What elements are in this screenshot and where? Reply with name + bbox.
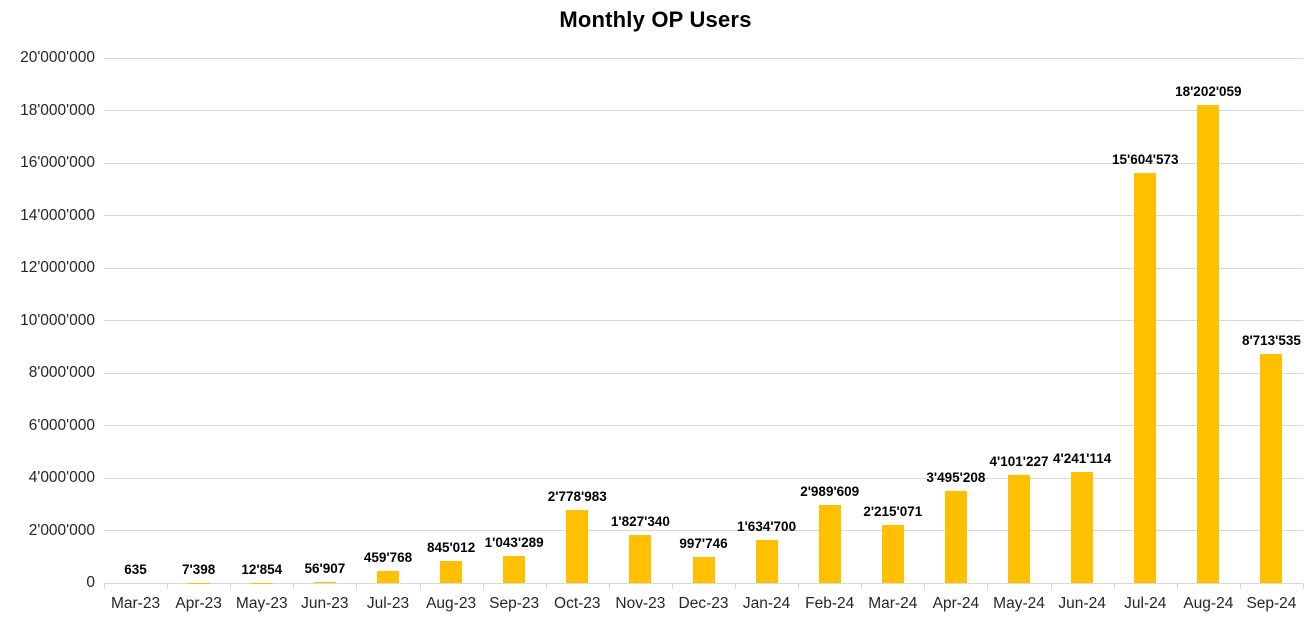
bar-value-label: 4'241'114	[1053, 450, 1112, 466]
bar	[944, 491, 967, 583]
x-axis-tick	[735, 584, 737, 589]
x-axis-tick-label: Feb-24	[805, 595, 855, 612]
bar	[503, 555, 526, 583]
y-axis-tick-label: 2'000'000	[28, 521, 95, 539]
x-axis-tick-label: Apr-23	[175, 595, 222, 612]
bar	[629, 535, 652, 583]
gridline	[104, 372, 1303, 374]
x-axis-tick-label: Jul-24	[1124, 595, 1167, 612]
gridline	[104, 477, 1303, 479]
chart-title: Monthly OP Users	[559, 7, 752, 32]
x-axis-tick	[482, 584, 484, 589]
x-axis-tick-label: Jan-24	[742, 595, 791, 612]
bar	[692, 556, 715, 583]
bar-value-label: 12'854	[241, 561, 283, 577]
x-axis-tick-label: Apr-24	[932, 595, 980, 612]
x-axis-tick-label: May-24	[993, 595, 1045, 612]
bar-value-label: 18'202'059	[1175, 84, 1242, 100]
y-axis-tick-label: 16'000'000	[20, 154, 95, 171]
x-axis-tick-label: Sep-24	[1246, 595, 1297, 612]
bar	[755, 540, 778, 583]
bar	[1260, 354, 1283, 583]
y-axis-tick-label: 14'000'000	[20, 206, 95, 224]
y-axis-tick-label: 0	[86, 574, 95, 591]
x-axis-tick	[419, 584, 421, 589]
bar	[566, 510, 589, 583]
y-axis-tick-label: 18'000'000	[20, 101, 95, 119]
y-axis-tick-label: 6'000'000	[28, 416, 95, 434]
x-axis-tick-label: Mar-24	[868, 595, 918, 612]
x-axis-tick	[167, 584, 169, 589]
bar	[818, 504, 841, 583]
bar-value-label: 635	[124, 561, 147, 577]
bar	[440, 560, 463, 583]
bar-value-label: 8'713'535	[1241, 333, 1301, 349]
bar-value-label: 7'398	[182, 561, 216, 577]
x-axis-tick	[1050, 584, 1052, 589]
gridline	[104, 110, 1303, 111]
x-axis-tick	[798, 584, 800, 589]
bar-value-label: 2'778'983	[547, 489, 607, 505]
bar-value-label: 2'989'609	[800, 483, 860, 499]
gridline	[104, 425, 1303, 426]
y-axis-tick-label: 12'000'000	[20, 259, 95, 276]
x-axis-tick	[671, 584, 673, 589]
y-axis-tick-label: 4'000'000	[28, 469, 95, 486]
x-axis-tick-label: Mar-23	[110, 595, 161, 612]
bar-value-label: 4'101'227	[989, 454, 1049, 470]
x-axis-tick-label: Nov-23	[615, 595, 666, 612]
x-axis-tick-label: May-23	[235, 595, 288, 612]
y-axis-tick-label: 20'000'000	[20, 49, 95, 66]
x-axis-tick	[545, 584, 547, 589]
gridline	[104, 267, 1303, 269]
bar-value-label: 1'634'700	[737, 519, 797, 535]
bar	[1134, 173, 1157, 583]
bar-value-label: 2'215'071	[863, 503, 923, 519]
bar	[1071, 471, 1094, 583]
x-axis-tick	[861, 584, 863, 589]
gridline	[104, 320, 1303, 321]
gridline	[104, 57, 1303, 59]
gridline	[104, 215, 1303, 216]
x-axis-tick	[1176, 584, 1178, 589]
bar-value-label: 459'768	[363, 549, 413, 565]
x-axis-tick-label: Jun-23	[301, 595, 349, 612]
x-axis-tick	[356, 584, 358, 589]
x-axis-tick	[230, 584, 232, 589]
bar-value-label: 56'907	[304, 560, 346, 576]
x-axis-line	[104, 583, 1303, 584]
x-axis-tick-label: Oct-23	[554, 595, 601, 612]
x-axis-tick-label: Dec-23	[678, 595, 729, 612]
bar	[1197, 105, 1220, 583]
bar-value-label: 1'043'289	[484, 534, 544, 550]
x-axis-tick	[1113, 584, 1115, 589]
bar-value-label: 845'012	[426, 539, 476, 555]
x-axis-tick-label: Jul-23	[366, 595, 410, 612]
bar-value-label: 997'746	[679, 535, 728, 551]
bar-value-label: 1'827'340	[610, 514, 670, 530]
bar-value-label: 3'495'208	[926, 470, 986, 486]
gridline	[104, 530, 1303, 531]
x-axis-tick-label: Jun-24	[1058, 595, 1106, 612]
x-axis-tick-label: Aug-23	[426, 595, 477, 612]
y-axis-tick-label: 8'000'000	[28, 364, 95, 381]
x-axis-tick	[293, 584, 295, 589]
x-axis-tick	[1303, 584, 1304, 589]
x-axis-tick	[608, 584, 610, 589]
x-axis-tick	[1239, 584, 1241, 589]
bar	[881, 524, 904, 583]
bar	[376, 570, 399, 583]
gridline	[104, 162, 1303, 164]
bar-value-label: 15'604'573	[1111, 152, 1179, 168]
x-axis-tick	[987, 584, 989, 589]
bar	[313, 581, 336, 583]
bar	[1008, 475, 1031, 583]
x-axis-tick-label: Aug-24	[1183, 595, 1234, 612]
x-axis-tick	[924, 584, 926, 589]
y-axis-tick-label: 10'000'000	[20, 311, 95, 329]
x-axis-tick-label: Sep-23	[489, 595, 540, 612]
x-axis-tick	[104, 584, 105, 589]
